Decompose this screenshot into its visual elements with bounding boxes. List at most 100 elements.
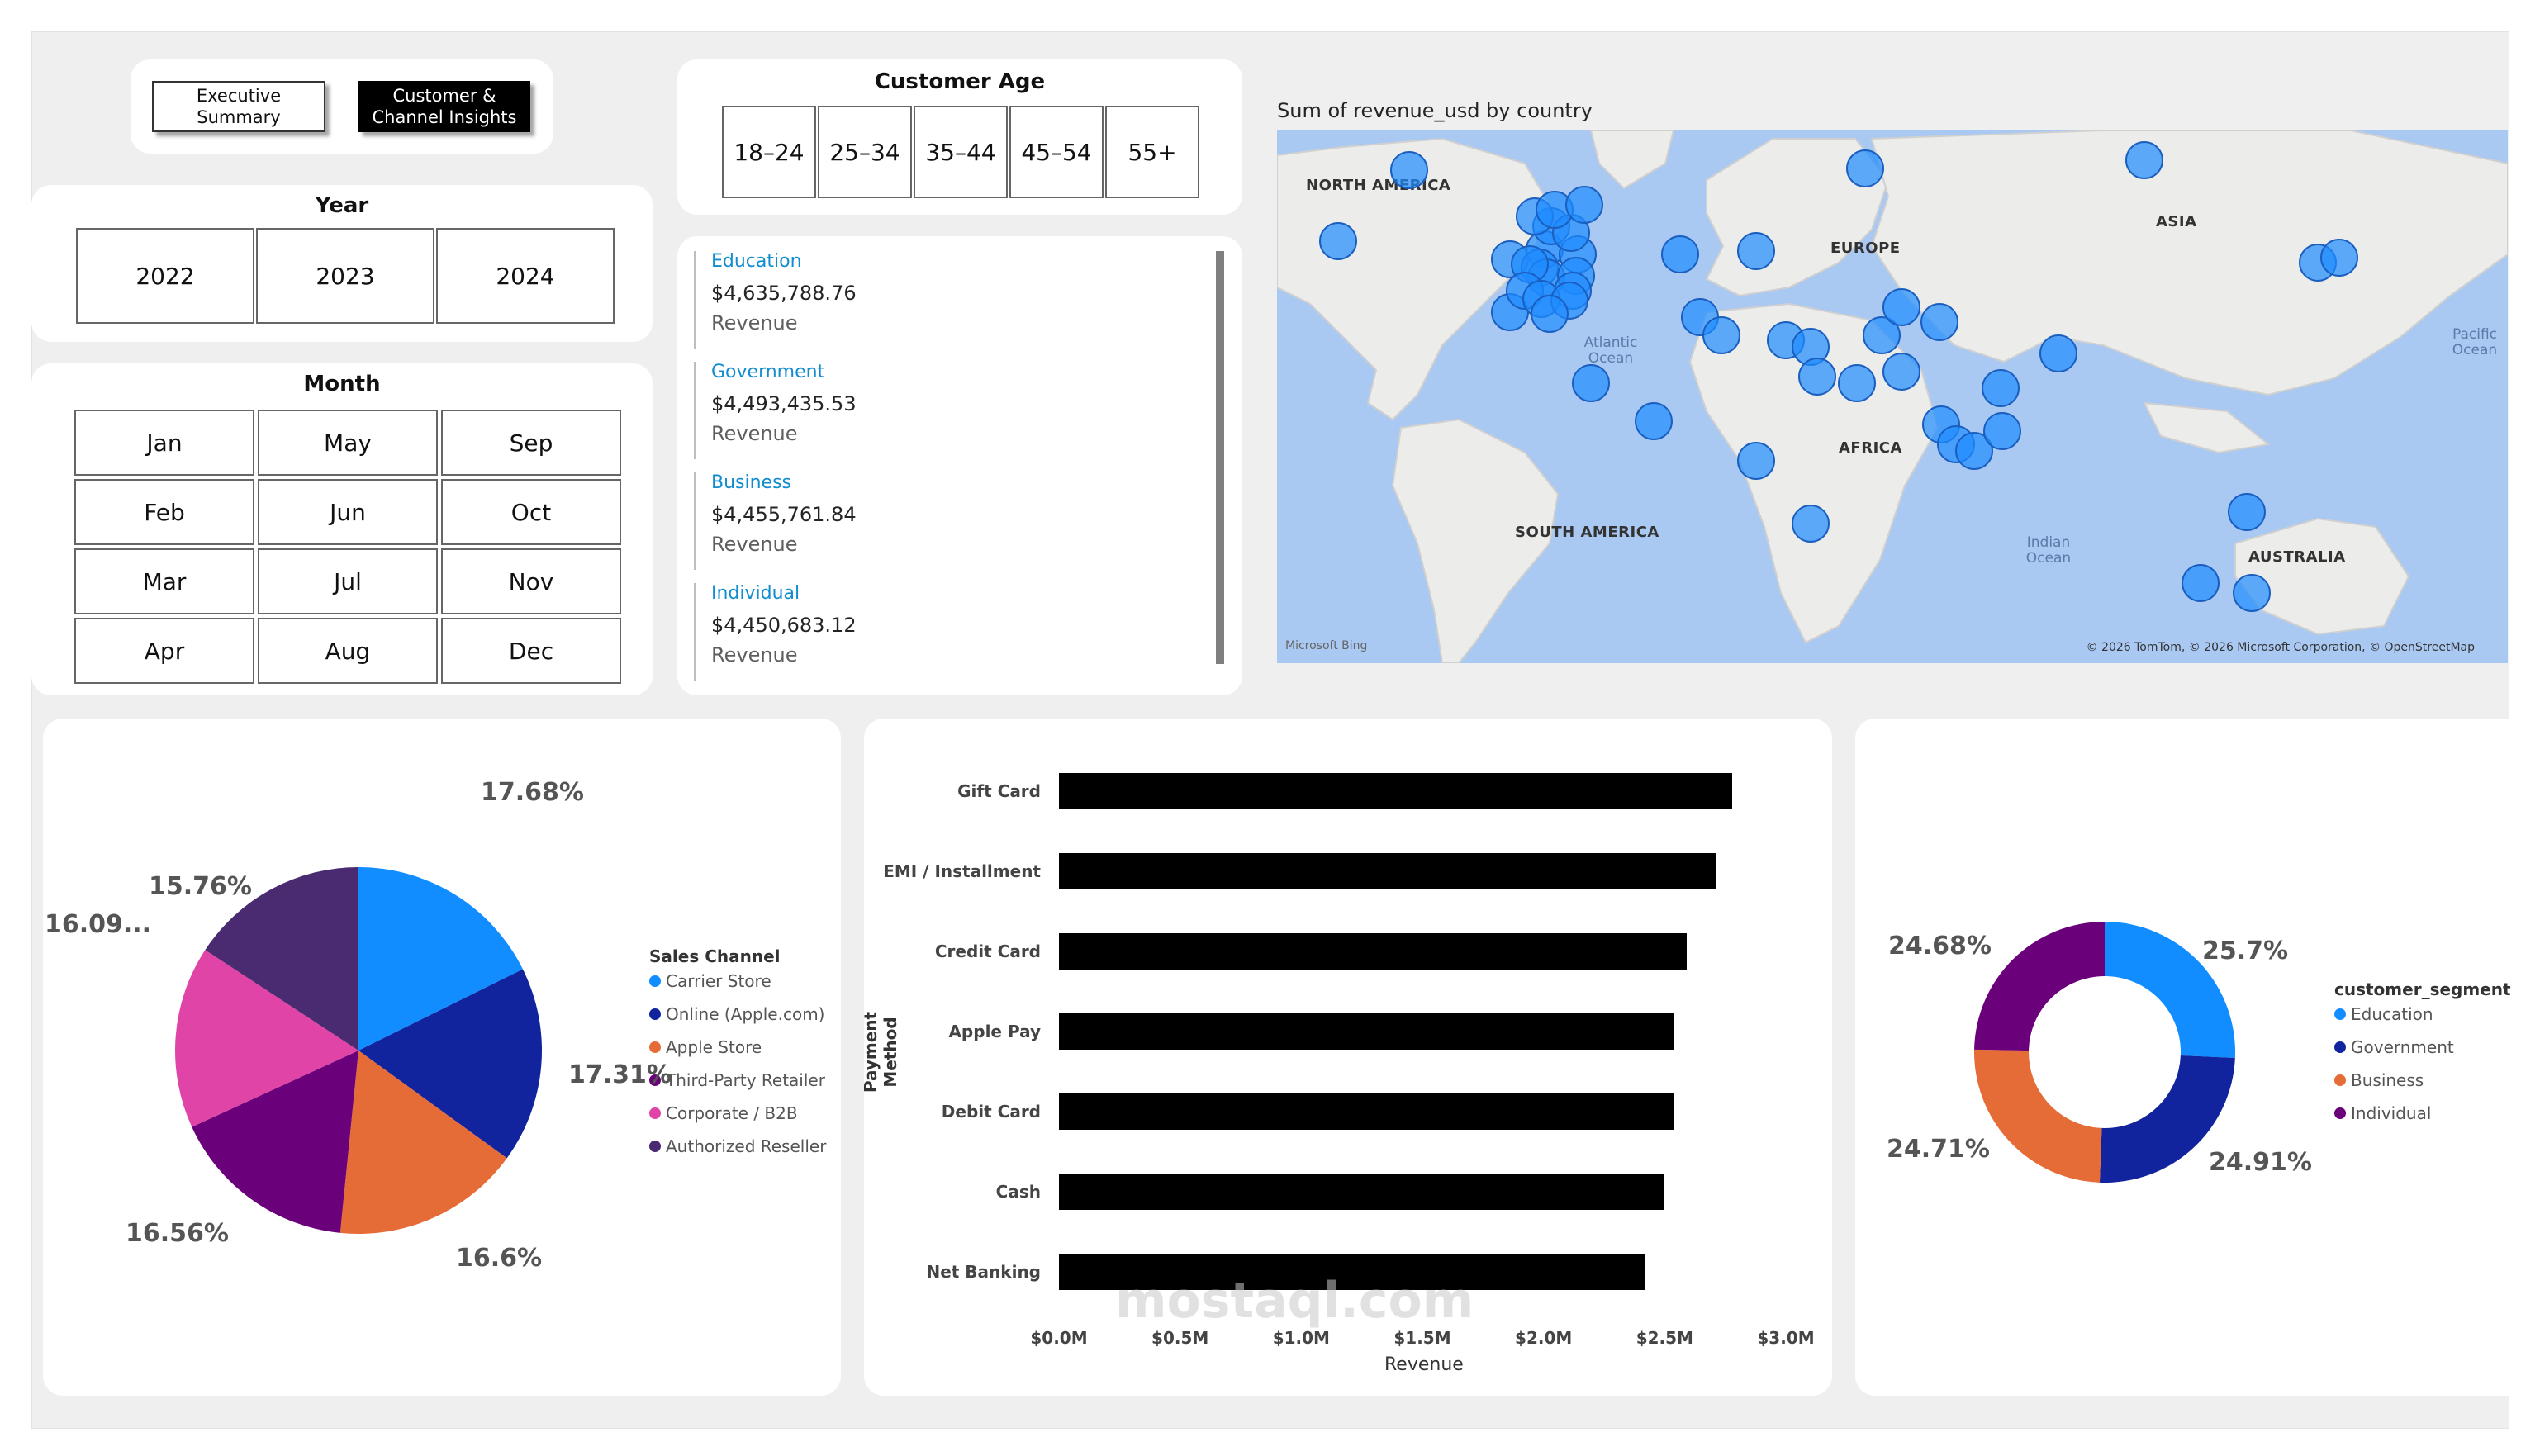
country-revenue-bubble[interactable] — [1572, 364, 1610, 402]
country-revenue-bubble[interactable] — [2233, 574, 2271, 612]
pie-slice[interactable] — [339, 1051, 507, 1234]
payment-method-bar[interactable] — [1059, 1093, 1675, 1130]
donut-data-label: 24.91% — [2209, 1148, 2312, 1177]
pie-data-label: 16.09... — [45, 910, 152, 939]
payment-method-bar[interactable] — [1059, 933, 1687, 970]
country-revenue-bubble[interactable] — [2228, 493, 2266, 531]
customer-channel-insights-button[interactable]: Customer & Channel Insights — [358, 81, 530, 132]
country-revenue-bubble[interactable] — [2320, 239, 2358, 277]
country-revenue-bubble[interactable] — [2039, 334, 2077, 372]
payment-method-bar[interactable] — [1059, 1013, 1675, 1050]
country-revenue-bubble[interactable] — [1661, 235, 1699, 273]
month-option[interactable]: Oct — [441, 479, 621, 545]
legend-item[interactable]: Education — [2334, 1004, 2433, 1024]
month-option[interactable]: Jan — [74, 410, 254, 476]
month-option[interactable]: Nov — [441, 548, 621, 614]
payment-method-bar[interactable] — [1059, 1254, 1645, 1290]
x-axis-title: Revenue — [1384, 1354, 1464, 1375]
pie-slice[interactable] — [358, 969, 542, 1159]
country-revenue-bubble[interactable] — [1390, 151, 1428, 189]
continent-label: SOUTH AMERICA — [1515, 524, 1659, 541]
donut-slice[interactable] — [2099, 1055, 2235, 1183]
month-option[interactable]: May — [258, 410, 438, 476]
bar-category-label: Gift Card — [957, 781, 1041, 801]
customer-segment-donut[interactable] — [1855, 719, 2528, 1396]
pie-slice[interactable] — [358, 867, 523, 1051]
country-revenue-bubble[interactable] — [1702, 316, 1740, 354]
segment-kpi-card: Education $4,635,788.76 Revenue Governme… — [677, 236, 1242, 695]
revenue-map[interactable]: NORTH AMERICA EUROPE ASIA AFRICA SOUTH A… — [1277, 130, 2508, 663]
country-revenue-bubble[interactable] — [1737, 232, 1775, 270]
customer-segment-donut-card: customer_segment Education Government Busi… — [1855, 719, 2528, 1396]
country-revenue-bubble[interactable] — [1565, 186, 1603, 224]
age-option[interactable]: 35–44 — [914, 106, 1008, 198]
customer-age-slicer: Customer Age 18–24 25–34 35–44 45–54 55+ — [677, 59, 1242, 215]
continent-label: AUSTRALIA — [2248, 548, 2346, 566]
pie-slice[interactable] — [192, 1051, 358, 1233]
country-revenue-bubble[interactable] — [2182, 564, 2220, 602]
customer-age-title: Customer Age — [874, 69, 1046, 94]
country-revenue-bubble[interactable] — [1798, 358, 1836, 396]
country-revenue-bubble[interactable] — [1635, 402, 1673, 440]
month-option[interactable]: Mar — [74, 548, 254, 614]
legend-item[interactable]: Carrier Store — [649, 971, 771, 991]
year-option[interactable]: 2024 — [436, 228, 615, 324]
legend-item[interactable]: Corporate / B2B — [649, 1103, 798, 1123]
watermark: mostaql.com — [1115, 1272, 1474, 1330]
month-option[interactable]: Aug — [258, 618, 438, 684]
payment-method-bar[interactable] — [1059, 773, 1733, 809]
pie-data-label: 17.31% — [568, 1060, 672, 1089]
country-revenue-bubble[interactable] — [1882, 288, 1920, 326]
legend-item[interactable]: Individual — [2334, 1103, 2431, 1123]
age-option[interactable]: 18–24 — [722, 106, 816, 198]
country-revenue-bubble[interactable] — [1737, 442, 1775, 480]
pie-slice[interactable] — [205, 867, 358, 1051]
country-revenue-bubble[interactable] — [1882, 353, 1920, 391]
donut-slice[interactable] — [1974, 922, 2105, 1051]
legend-label: Government — [2351, 1037, 2454, 1057]
country-revenue-bubble[interactable] — [1838, 364, 1876, 402]
country-revenue-bubble[interactable] — [1920, 303, 1958, 341]
month-option[interactable]: Dec — [441, 618, 621, 684]
map-attribution[interactable]: © 2026 TomTom, © 2026 Microsoft Corporat… — [2086, 641, 2475, 654]
month-option[interactable]: Sep — [441, 410, 621, 476]
payment-method-bar[interactable] — [1059, 853, 1716, 889]
x-tick-label: $0.0M — [1030, 1328, 1088, 1348]
country-revenue-bubble[interactable] — [1319, 222, 1357, 260]
legend-item[interactable]: Online (Apple.com) — [649, 1004, 824, 1024]
country-revenue-bubble[interactable] — [1982, 369, 2020, 407]
executive-summary-button[interactable]: Executive Summary — [152, 81, 325, 132]
country-revenue-bubble[interactable] — [1955, 432, 1993, 470]
year-option[interactable]: 2023 — [256, 228, 434, 324]
legend-color-icon — [2334, 1074, 2346, 1086]
legend-item[interactable]: Apple Store — [649, 1037, 762, 1057]
year-option[interactable]: 2022 — [76, 228, 254, 324]
x-tick-label: $0.5M — [1151, 1328, 1209, 1348]
sales-channel-pie-card: Sales Channel Carrier Store Online (Apple… — [43, 719, 841, 1396]
legend-item[interactable]: Third-Party Retailer — [649, 1070, 825, 1090]
age-option[interactable]: 25–34 — [818, 106, 912, 198]
bing-logo: Microsoft Bing — [1285, 639, 1368, 652]
country-revenue-bubble[interactable] — [2125, 141, 2163, 179]
pie-data-label: 16.56% — [126, 1219, 229, 1248]
country-revenue-bubble[interactable] — [1983, 412, 2021, 450]
x-tick-label: $2.0M — [1515, 1328, 1573, 1348]
donut-slice[interactable] — [1974, 1049, 2102, 1183]
month-option[interactable]: Jun — [258, 479, 438, 545]
kpi-scrollbar[interactable] — [1216, 251, 1224, 664]
month-option[interactable]: Feb — [74, 479, 254, 545]
country-revenue-bubble[interactable] — [1531, 295, 1569, 333]
age-option[interactable]: 45–54 — [1009, 106, 1104, 198]
month-option[interactable]: Apr — [74, 618, 254, 684]
legend-item[interactable]: Authorized Reseller — [649, 1136, 826, 1156]
sales-channel-pie[interactable] — [43, 719, 841, 1396]
payment-method-bar[interactable] — [1059, 1174, 1665, 1210]
donut-slice[interactable] — [2105, 922, 2235, 1058]
age-option[interactable]: 55+ — [1105, 106, 1199, 198]
legend-item[interactable]: Business — [2334, 1070, 2424, 1090]
pie-slice[interactable] — [175, 950, 358, 1127]
country-revenue-bubble[interactable] — [1846, 149, 1884, 187]
legend-item[interactable]: Government — [2334, 1037, 2454, 1057]
month-option[interactable]: Jul — [258, 548, 438, 614]
country-revenue-bubble[interactable] — [1792, 505, 1830, 543]
